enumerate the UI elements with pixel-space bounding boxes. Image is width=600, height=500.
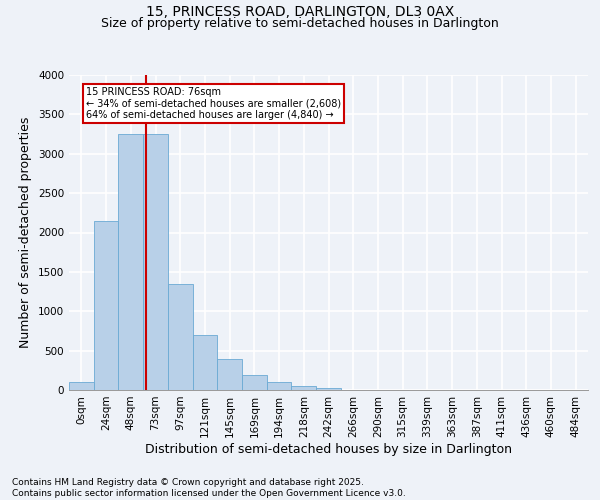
Bar [242,376,267,390]
Bar [69,382,94,390]
Bar [193,335,217,390]
Bar [94,220,118,390]
X-axis label: Distribution of semi-detached houses by size in Darlington: Distribution of semi-detached houses by … [145,442,512,456]
Bar [168,284,193,390]
Bar [217,360,242,390]
Bar [316,388,341,390]
Text: 15 PRINCESS ROAD: 76sqm
← 34% of semi-detached houses are smaller (2,608)
64% of: 15 PRINCESS ROAD: 76sqm ← 34% of semi-de… [86,87,341,120]
Bar [267,382,292,390]
Bar [292,386,316,390]
Bar [143,134,168,390]
Bar [118,134,143,390]
Y-axis label: Number of semi-detached properties: Number of semi-detached properties [19,117,32,348]
Text: 15, PRINCESS ROAD, DARLINGTON, DL3 0AX: 15, PRINCESS ROAD, DARLINGTON, DL3 0AX [146,5,454,19]
Text: Contains HM Land Registry data © Crown copyright and database right 2025.
Contai: Contains HM Land Registry data © Crown c… [12,478,406,498]
Text: Size of property relative to semi-detached houses in Darlington: Size of property relative to semi-detach… [101,18,499,30]
